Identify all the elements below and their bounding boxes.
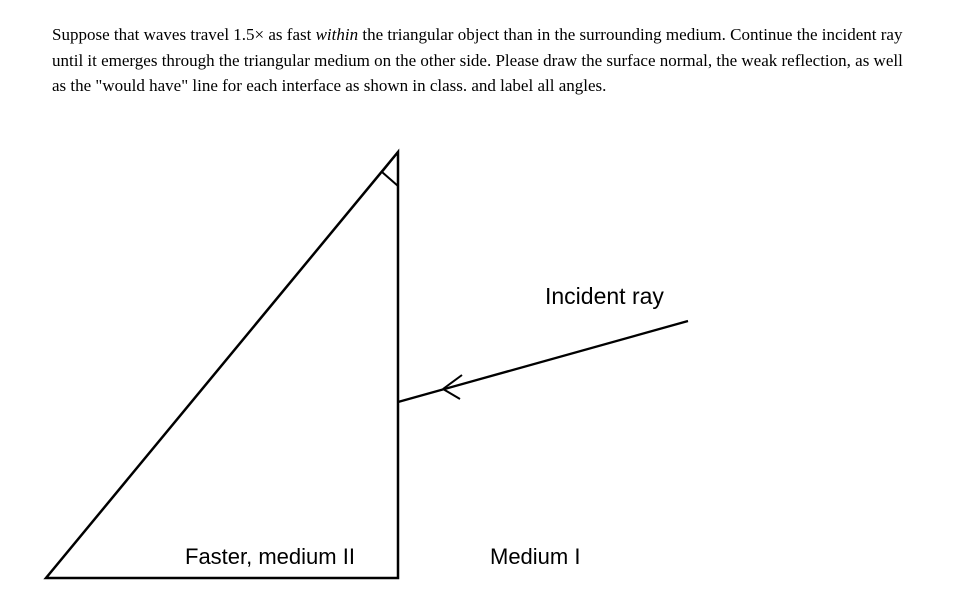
- incident-ray-label: Incident ray: [545, 283, 664, 310]
- incident-ray-line: [398, 321, 688, 402]
- triangular-prism: [46, 152, 398, 578]
- apex-notch: [382, 152, 398, 186]
- medium1-label: Medium I: [490, 544, 580, 570]
- medium2-label: Faster, medium II: [185, 544, 355, 570]
- diagram: [0, 0, 954, 615]
